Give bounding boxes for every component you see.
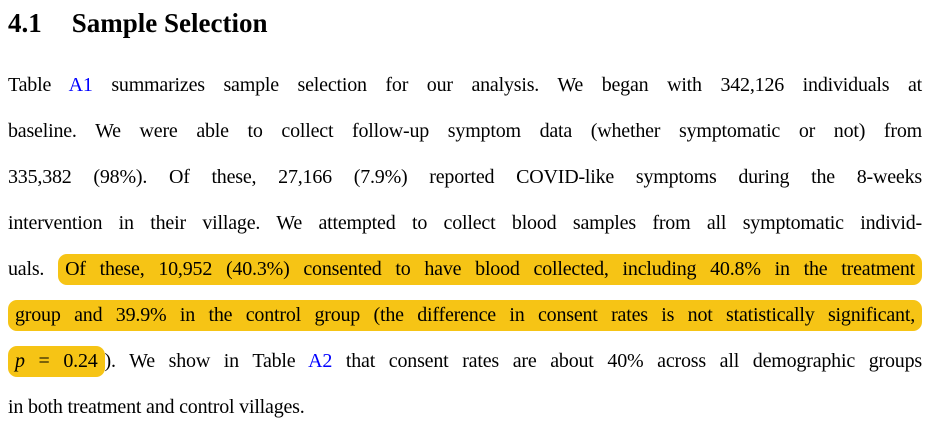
text-segment: uals.: [8, 258, 59, 280]
highlight-text: Of these, 10,952 (40.3%) consented to ha…: [65, 258, 915, 280]
text-segment: that consent rates are about 40% across …: [332, 350, 922, 372]
text-line: Table A1 summarizes sample selection for…: [8, 62, 922, 108]
table-a2-link[interactable]: A2: [308, 350, 333, 372]
section-title: Sample Selection: [71, 8, 268, 38]
table-a1-link[interactable]: A1: [68, 74, 93, 96]
text-segment: intervention in their village. We attemp…: [8, 212, 922, 234]
text-line: in both treatment and control villages.: [8, 384, 922, 427]
highlight-segment: group and 39.9% in the control group (th…: [8, 300, 922, 331]
highlight-segment: p = 0.24: [8, 346, 105, 377]
text-segment: in both treatment and control villages.: [8, 396, 305, 418]
highlight-text: group and 39.9% in the control group (th…: [15, 304, 915, 326]
text-line: p = 0.24). We show in Table A2 that cons…: [8, 338, 922, 384]
text-line: 335,382 (98%). Of these, 27,166 (7.9%) r…: [8, 154, 922, 200]
text-segment: 335,382 (98%). Of these, 27,166 (7.9%) r…: [8, 166, 922, 188]
text-line: baseline. We were able to collect follow…: [8, 108, 922, 154]
text-segment: Table: [8, 74, 69, 96]
text-segment: baseline. We were able to collect follow…: [8, 120, 922, 142]
text-segment: ). We show in Table: [104, 350, 309, 372]
paragraph: Table A1 summarizes sample selection for…: [8, 62, 922, 427]
highlight-text: p: [15, 350, 25, 372]
highlight-text: = 0.24: [24, 350, 98, 372]
text-line: group and 39.9% in the control group (th…: [8, 292, 922, 338]
section-heading: 4.1 Sample Selection: [8, 8, 922, 38]
highlight-segment: Of these, 10,952 (40.3%) consented to ha…: [58, 254, 922, 285]
section-number: 4.1: [8, 8, 42, 38]
text-segment: summarizes sample selection for our anal…: [92, 74, 923, 96]
text-line: uals. Of these, 10,952 (40.3%) consented…: [8, 246, 922, 292]
text-line: intervention in their village. We attemp…: [8, 200, 922, 246]
